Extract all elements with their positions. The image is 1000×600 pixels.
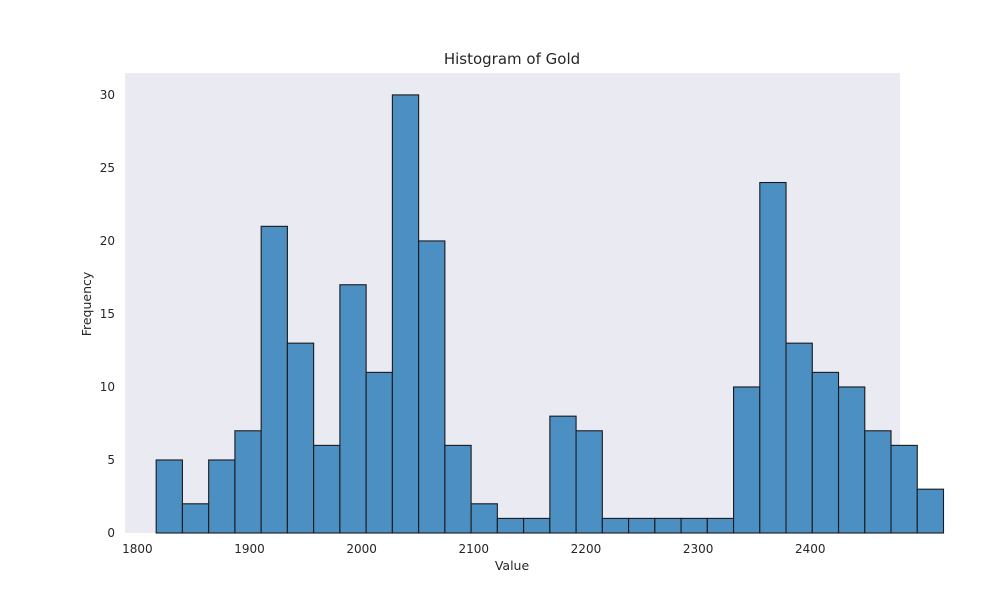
histogram-bar bbox=[365, 371, 393, 534]
histogram-bar bbox=[286, 342, 315, 534]
histogram-bar bbox=[811, 371, 840, 534]
histogram-bar bbox=[444, 444, 472, 534]
histogram-bar bbox=[575, 430, 603, 534]
x-axis-ticks: 1800 1900 2000 2100 2200 2300 2400 bbox=[122, 542, 825, 556]
x-tick-label: 2400 bbox=[795, 542, 826, 556]
histogram-bar bbox=[837, 386, 866, 534]
histogram-bar bbox=[549, 415, 577, 534]
x-tick-label: 2100 bbox=[459, 542, 490, 556]
x-axis-label: Value bbox=[495, 558, 530, 573]
histogram-bar bbox=[418, 240, 446, 534]
y-tick-label: 25 bbox=[100, 161, 115, 175]
x-tick-label: 1800 bbox=[122, 542, 153, 556]
histogram-bar bbox=[181, 503, 210, 534]
histogram-bar bbox=[785, 342, 813, 534]
y-tick-label: 30 bbox=[100, 88, 115, 102]
histogram-bar bbox=[523, 517, 551, 534]
histogram-bar bbox=[260, 225, 288, 534]
histogram-bar bbox=[470, 503, 498, 534]
histogram-bar bbox=[601, 517, 630, 534]
x-tick-label: 2000 bbox=[346, 542, 377, 556]
histogram-bar bbox=[496, 517, 525, 534]
histogram-bar bbox=[628, 517, 656, 534]
histogram-bar bbox=[313, 444, 341, 534]
histogram-bar bbox=[864, 430, 892, 534]
y-tick-label: 10 bbox=[100, 380, 115, 394]
y-tick-label: 5 bbox=[107, 453, 115, 467]
histogram-bar bbox=[339, 284, 367, 534]
y-axis-ticks: 0 5 10 15 20 25 30 bbox=[100, 88, 115, 540]
histogram-bar bbox=[234, 430, 262, 534]
histogram-bar bbox=[654, 517, 682, 534]
chart-title: Histogram of Gold bbox=[444, 50, 580, 68]
bars-group bbox=[155, 94, 945, 534]
histogram-bar bbox=[706, 517, 735, 534]
x-tick-label: 1900 bbox=[234, 542, 265, 556]
histogram-bar bbox=[890, 444, 918, 534]
x-tick-label: 2200 bbox=[571, 542, 602, 556]
y-tick-label: 0 bbox=[107, 526, 115, 540]
histogram-bar bbox=[916, 488, 945, 534]
y-tick-label: 15 bbox=[100, 307, 115, 321]
y-axis-label: Frequency bbox=[79, 271, 94, 336]
histogram-bar bbox=[759, 181, 787, 534]
histogram-bar bbox=[680, 517, 708, 534]
y-tick-label: 20 bbox=[100, 234, 115, 248]
histogram-bar bbox=[733, 386, 761, 534]
histogram-bar bbox=[155, 459, 183, 534]
histogram-bar bbox=[391, 94, 420, 534]
x-tick-label: 2300 bbox=[683, 542, 714, 556]
histogram-bar bbox=[208, 459, 236, 534]
